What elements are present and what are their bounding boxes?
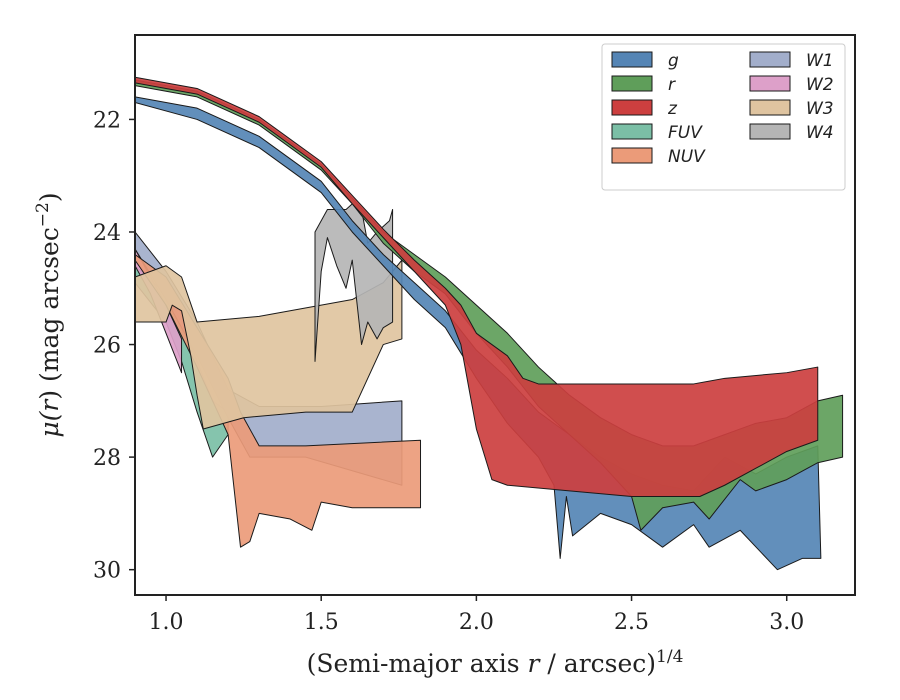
- legend-swatch-w3: [749, 99, 791, 116]
- x-tick-label: 1.5: [304, 610, 339, 635]
- legend-label-w3: W3: [806, 99, 834, 119]
- legend-label-w2: W2: [806, 75, 834, 95]
- axis-ticks: 1.0 1.5 2.0 2.5 3.0 22 24 26 28 30: [93, 108, 804, 635]
- x-tick-label: 2.0: [459, 610, 494, 635]
- series-area-w3: [135, 259, 403, 430]
- legend-label-r: r: [668, 75, 676, 95]
- x-tick-label: 3.0: [769, 610, 804, 635]
- legend-label-g: g: [668, 51, 679, 71]
- x-tick-label: 1.0: [149, 610, 184, 635]
- legend-label-w1: W1: [806, 51, 834, 71]
- y-tick-label: 30: [93, 559, 121, 584]
- legend-label-z: z: [667, 99, 678, 119]
- legend-swatch-g: [611, 51, 653, 68]
- x-axis-label: (Semi-major axis r / arcsec)1/4: [307, 647, 684, 678]
- y-tick-label: 24: [93, 221, 121, 246]
- series-area-z: [135, 76, 819, 498]
- y-axis-label: μ(r) (mag arcsec−2): [33, 192, 64, 437]
- legend-label-fuv: FUV: [668, 123, 703, 143]
- legend-swatch-w4: [749, 123, 791, 140]
- legend-swatch-z: [611, 99, 653, 116]
- y-tick-label: 22: [93, 108, 121, 133]
- legend-label-w4: W4: [806, 123, 834, 143]
- x-tick-label: 2.5: [614, 610, 649, 635]
- legend-swatch-w1: [749, 51, 791, 68]
- legend-swatch-fuv: [611, 123, 653, 140]
- legend-swatch-w2: [749, 75, 791, 92]
- legend-swatch-nuv: [611, 147, 653, 164]
- y-tick-label: 26: [93, 334, 121, 359]
- legend-label-nuv: NUV: [668, 147, 706, 167]
- series-areas: [135, 76, 844, 571]
- legend: grz FUV NUV W1 W2 W3 W4: [601, 43, 846, 191]
- plot-frame: [134, 34, 856, 596]
- y-tick-label: 28: [93, 446, 121, 471]
- legend-swatch-r: [611, 75, 653, 92]
